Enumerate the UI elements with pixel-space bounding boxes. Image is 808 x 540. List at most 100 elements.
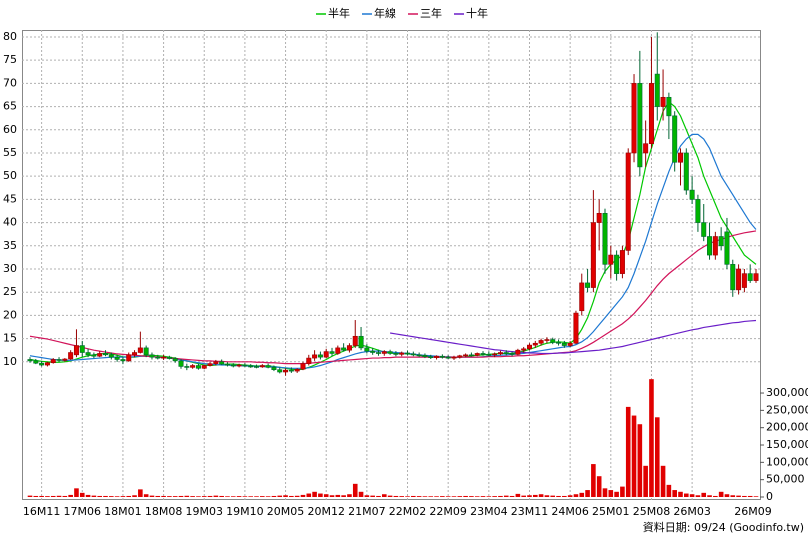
volume-bar	[440, 496, 445, 497]
volume-bar	[701, 492, 707, 497]
candle-body	[224, 363, 230, 366]
candle-body	[521, 348, 527, 351]
candle-body	[126, 354, 132, 362]
volume-bar	[294, 495, 300, 497]
volume-bar	[416, 496, 422, 497]
candle-body	[672, 115, 678, 163]
candle-body	[573, 312, 579, 344]
volume-bar	[707, 495, 712, 497]
grid	[22, 30, 764, 500]
x-tick-label: 22M02	[389, 505, 427, 518]
volume-bar	[45, 496, 50, 497]
volume-bar	[132, 495, 137, 497]
candle-body	[44, 362, 50, 366]
candle-body	[451, 356, 457, 359]
volume-bar	[312, 491, 317, 497]
volume-bar	[428, 496, 434, 497]
volume-bar	[254, 496, 259, 497]
candle-body	[416, 354, 422, 357]
candle-body	[596, 213, 602, 223]
volume-bar	[306, 493, 312, 497]
volume-bar	[527, 495, 532, 497]
x-tick-label: 25M08	[633, 505, 671, 518]
candle-body	[277, 369, 283, 373]
candle-body	[712, 236, 718, 256]
volume-bar	[91, 495, 97, 497]
candle-body	[480, 353, 486, 355]
volume-bar	[138, 489, 143, 497]
volume-bar	[178, 495, 184, 497]
volume-bar	[411, 495, 416, 497]
y-tick-label: 50	[3, 169, 17, 182]
volume-bar	[637, 424, 643, 497]
candle-body	[439, 355, 445, 358]
candle-body	[637, 83, 643, 168]
candle-body	[166, 356, 172, 359]
candle-body	[172, 358, 178, 362]
candle-body	[724, 231, 730, 265]
volume-bar	[742, 495, 747, 497]
volume-bar	[341, 495, 346, 497]
x-tick-label: 19M03	[185, 505, 223, 518]
candle-body	[236, 364, 242, 367]
volume-bar	[405, 496, 410, 497]
candle-body	[689, 189, 695, 200]
candle-body	[91, 354, 97, 357]
candle-body	[341, 347, 347, 351]
volume-bar	[236, 496, 242, 497]
candle-body	[405, 352, 411, 355]
candle-body	[608, 254, 614, 265]
volume-bar	[684, 493, 689, 497]
volume-bar	[585, 490, 590, 497]
x-tick-label: 20M05	[267, 505, 305, 518]
volume-bar	[649, 379, 654, 497]
x-tick-label: 23M04	[470, 505, 508, 518]
candle-body	[648, 83, 654, 144]
candle-body	[149, 354, 155, 358]
volume-bar	[480, 496, 486, 497]
candle-body	[602, 213, 608, 265]
candle-body	[201, 365, 207, 369]
volume-bar	[103, 495, 108, 497]
candle-body	[747, 273, 753, 281]
y-tick-label: 75	[3, 53, 17, 66]
volume-bar	[56, 495, 62, 497]
candle-body	[730, 264, 736, 291]
volume-bar	[219, 495, 224, 497]
x-tick-label: 18M08	[145, 505, 183, 518]
legend-label: 三年	[420, 6, 442, 20]
x-tick-label: 26M03	[673, 505, 711, 518]
volume-bar	[469, 496, 474, 497]
y-tick-label: 10	[3, 355, 17, 368]
candle-body	[445, 356, 451, 359]
y2-tick-label: 0	[766, 490, 773, 503]
candle-body	[585, 282, 591, 288]
candle-body	[79, 345, 85, 353]
volume-bar	[689, 494, 695, 497]
volume-bar	[422, 496, 428, 497]
volume-bar	[614, 491, 619, 497]
volume-bar	[695, 495, 701, 497]
y-tick-label: 40	[3, 216, 17, 229]
candle-body	[486, 354, 492, 356]
volume-bar	[213, 495, 219, 497]
legend: 半年 年線 三年 十年	[316, 6, 488, 20]
volume-bar	[260, 496, 265, 497]
volume-bar	[318, 493, 323, 497]
candle-body	[736, 268, 742, 291]
x-tick-label: 26M09	[734, 505, 772, 518]
candle-body	[143, 347, 149, 356]
volume-bar	[143, 494, 149, 497]
x-tick-label: 24M06	[551, 505, 589, 518]
candle-body	[137, 347, 143, 353]
volume-bar	[283, 495, 288, 497]
candle-body	[422, 355, 428, 357]
y2-tick-label: 100,000	[766, 455, 808, 468]
candle-body	[387, 351, 393, 354]
volume-bar	[399, 496, 405, 497]
volume-bar	[550, 495, 556, 497]
volume-bar	[591, 464, 596, 497]
volume-bar	[498, 495, 503, 497]
candle-body	[288, 369, 294, 372]
candle-body	[753, 273, 759, 281]
